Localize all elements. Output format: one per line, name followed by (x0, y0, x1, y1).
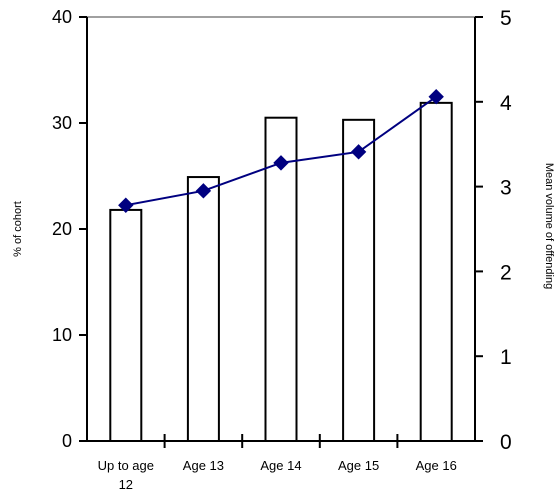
y-right-tick-label: 5 (500, 7, 512, 30)
axes-group (79, 16, 483, 448)
tick-labels-group: 0 10 20 30 40 0 1 2 3 4 5 Up to age 12 Age 13 Age 14 Ag… (52, 7, 512, 492)
y-right-tick-label: 2 (500, 261, 512, 284)
y-left-tick-label: 0 (62, 431, 72, 451)
line-point (428, 89, 444, 105)
x-tick-label: Age 16 (416, 458, 457, 473)
bars-group (109, 101, 453, 443)
y-axis-right-title: Mean volume of offending (543, 163, 555, 289)
x-tick-label: Age 15 (338, 458, 379, 473)
y-axis-left-title: % of cohort (12, 201, 24, 257)
y-left-tick-label: 10 (52, 325, 72, 345)
bar (342, 118, 376, 442)
y-right-tick-label: 4 (500, 92, 512, 115)
line-point (118, 197, 134, 213)
y-right-tick-label: 0 (500, 431, 512, 454)
bar (186, 176, 220, 442)
line-series-group (118, 89, 444, 213)
bar (419, 101, 453, 443)
x-tick-label: Age 13 (183, 458, 224, 473)
line-point (273, 155, 289, 171)
line-point (195, 183, 212, 199)
y-left-tick-label: 20 (52, 219, 72, 239)
x-tick-label: Age 14 (260, 458, 301, 473)
bar (109, 208, 143, 442)
x-tick-label: Up to age 12 (98, 458, 154, 492)
y-right-tick-label: 3 (500, 177, 512, 200)
y-left-tick-label: 40 (52, 7, 72, 27)
y-right-tick-label: 1 (500, 346, 512, 369)
line-point (350, 144, 367, 160)
bar (264, 116, 298, 442)
y-left-tick-label: 30 (52, 113, 72, 133)
